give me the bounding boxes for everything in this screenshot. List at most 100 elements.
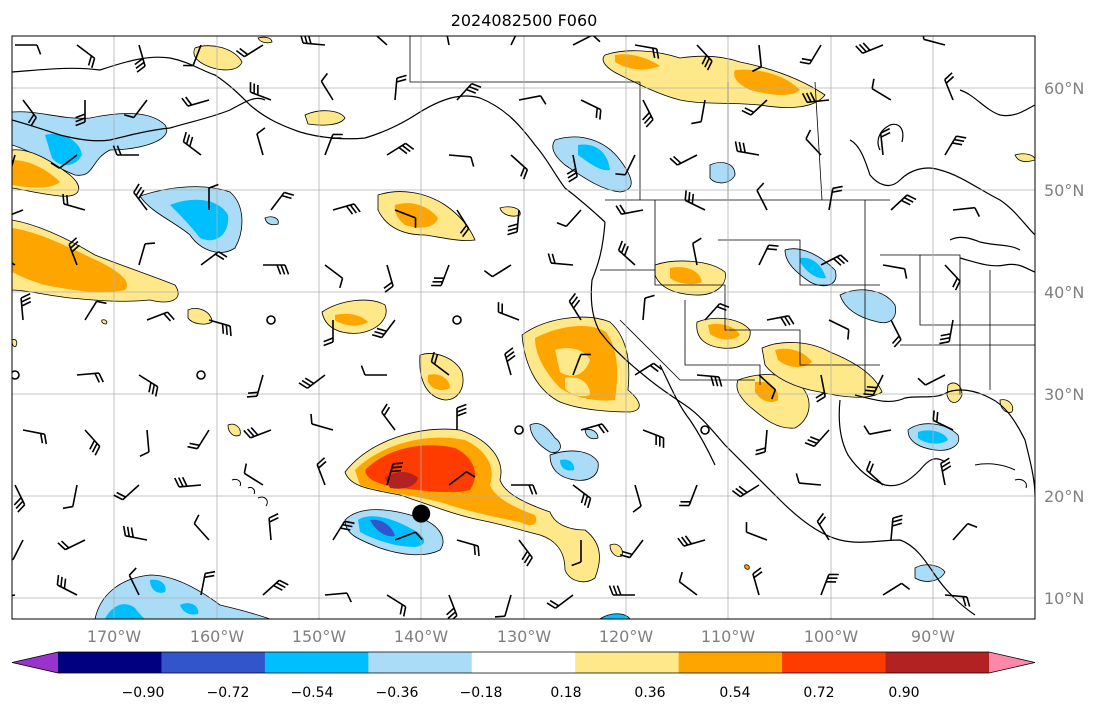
wind-barb (243, 427, 272, 439)
wind-barb (634, 44, 660, 59)
wind-barb (745, 522, 768, 541)
wind-barb (76, 44, 96, 69)
wind-barb (882, 582, 911, 596)
wind-barb (696, 374, 723, 387)
wind-barb (766, 315, 795, 327)
colorbar-segment (264, 652, 369, 673)
lon-label: 170°W (87, 627, 142, 646)
wind-barb (50, 154, 78, 169)
wind-barb (12, 209, 24, 216)
wind-barb (580, 423, 609, 434)
wind-barb (383, 264, 394, 293)
wind-barb (755, 429, 768, 456)
wind-barb (134, 44, 146, 73)
colorbar-tick-labels: −0.90 −0.72 −0.54 −0.36 −0.18 0.18 0.36 … (122, 685, 920, 701)
wind-barb (731, 484, 760, 498)
wind-barb (944, 594, 971, 607)
wind-barb (944, 135, 967, 156)
lat-label: 30°N (1044, 385, 1084, 404)
wind-barb (84, 429, 101, 456)
wind-barb (758, 244, 779, 266)
lat-label: 10°N (1044, 589, 1084, 608)
wind-barb (669, 154, 698, 166)
wind-barb (300, 36, 326, 46)
wind-barb (642, 429, 665, 448)
wind-barb (795, 473, 822, 486)
lon-label: 160°W (190, 627, 245, 646)
wind-barb (381, 403, 396, 431)
wind-barb (642, 99, 654, 128)
wind-barb (804, 429, 830, 448)
wind-barb (922, 36, 946, 46)
lon-label: 120°W (599, 627, 654, 646)
calm-wind-marker (196, 370, 206, 380)
wind-barb (566, 154, 578, 183)
map-title: 2024082500 F060 (451, 11, 598, 30)
wind-barb (507, 209, 520, 236)
wind-barb (262, 579, 289, 596)
colorbar-extend-high (989, 652, 1035, 673)
wind-barb (483, 264, 512, 278)
wind-barb (20, 293, 32, 321)
wind-barb (360, 365, 387, 376)
wind-barb (632, 484, 642, 513)
wind-barb (691, 99, 706, 125)
wind-barb (944, 264, 961, 291)
wind-barb (394, 74, 407, 101)
wind-barb (324, 592, 352, 603)
wind-barb (208, 319, 232, 337)
wind-barb (820, 573, 839, 596)
wind-barb (642, 294, 655, 321)
lat-label: 40°N (1044, 283, 1084, 302)
wind-barb (122, 525, 148, 541)
wind-barb (448, 154, 475, 167)
wind-barb (310, 413, 334, 431)
wind-barb (182, 131, 202, 156)
colorbar-segment (161, 652, 266, 673)
colorbar (11, 651, 1036, 674)
wind-barb (320, 72, 334, 101)
wind-barb (386, 462, 404, 486)
wind-barb (741, 99, 768, 116)
wind-barb (256, 127, 266, 156)
wind-barb (12, 154, 16, 169)
wind-barb (696, 44, 713, 71)
wind-barb (200, 570, 216, 596)
wind-barb (510, 154, 529, 180)
wind-barb (932, 410, 954, 431)
latitude-labels: 60°N 50°N 40°N 30°N 20°N 10°N (1044, 79, 1084, 608)
calm-wind-marker (700, 425, 710, 435)
colorbar-segment (885, 652, 990, 673)
wind-barb (890, 319, 902, 348)
wind-barb (371, 319, 396, 339)
wind-barb (128, 567, 140, 596)
wind-barb (863, 374, 884, 396)
wind-barb (816, 512, 830, 541)
wind-barb (871, 78, 892, 101)
wind-barb (332, 203, 361, 215)
wind-barb (634, 362, 663, 376)
map-frame (11, 35, 1036, 620)
wind-barb (756, 182, 768, 211)
colorbar-tick-label: 0.18 (550, 685, 581, 701)
lat-label: 60°N (1044, 79, 1084, 98)
wind-barb (270, 191, 295, 211)
colorbar-tick-label: −0.90 (122, 685, 165, 701)
wind-barb (456, 209, 470, 238)
calm-wind-marker (452, 315, 462, 325)
wind-barb (571, 540, 582, 567)
wind-barb (133, 183, 148, 211)
wind-barb (146, 311, 175, 322)
wind-barb (246, 374, 264, 398)
wind-barb (183, 44, 202, 67)
wind-barb (174, 476, 202, 488)
calm-wind-marker (514, 425, 524, 435)
wind-barb (113, 484, 140, 501)
wind-barb (518, 539, 533, 567)
calm-wind-marker (12, 370, 20, 380)
wind-barb (556, 209, 582, 228)
wind-barb (944, 72, 955, 101)
wind-barb (268, 513, 279, 541)
wind-barb (890, 514, 903, 541)
